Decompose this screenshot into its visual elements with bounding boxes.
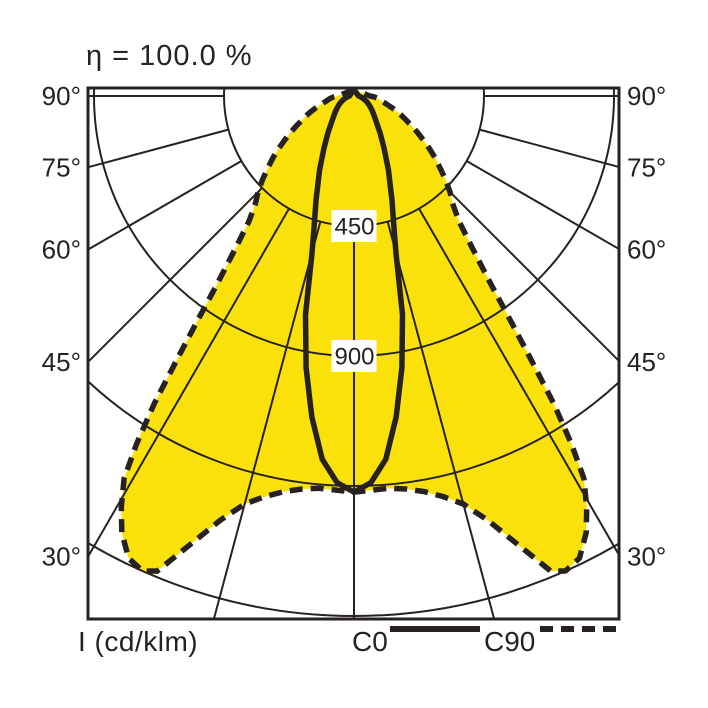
legend-c90-line-swatch: [540, 626, 619, 632]
curve-c90-dashed: [118, 88, 590, 574]
grid-ray-right-75: [479, 128, 619, 169]
ring-label-900: 900: [334, 344, 374, 371]
grid-ray-right-30: [418, 208, 619, 557]
angle-label-left-60: 60°: [42, 235, 81, 265]
grid-ray-left-60: [88, 160, 242, 251]
angle-label-right-60: 60°: [627, 235, 666, 265]
intensity-unit-label: I (cd/klm): [78, 626, 199, 657]
grid-ray-right-15: [386, 221, 496, 619]
legend-c0-line-swatch: [390, 626, 480, 632]
ring-label-450: 450: [334, 214, 374, 241]
angle-label-right-45: 45°: [627, 347, 666, 377]
grid-ray-left-15: [212, 221, 322, 619]
angle-label-left-90: 90°: [42, 81, 81, 111]
angle-label-left-45: 45°: [42, 347, 81, 377]
angle-label-right-30: 30°: [627, 542, 666, 572]
grid-ray-right-60: [466, 160, 619, 251]
angle-label-right-75: 75°: [627, 152, 666, 182]
grid-ray-left-75: [88, 128, 229, 169]
grid-ray-left-30: [88, 208, 290, 559]
grid-ray-left-45: [88, 187, 263, 364]
grid-ray-right-45: [445, 187, 619, 363]
legend-c90-label: C90: [484, 626, 536, 657]
angle-label-left-30: 30°: [42, 542, 81, 572]
legend: I (cd/klm) C0 C90: [0, 626, 708, 660]
angle-label-right-90: 90°: [627, 81, 666, 111]
ring-label-box-450: [331, 210, 377, 242]
efficiency-label: η = 100.0 %: [86, 40, 253, 72]
ring-label-box-900: [331, 340, 377, 372]
plot-border: [86, 86, 621, 621]
angle-label-left-75: 75°: [42, 152, 81, 182]
legend-c0-label: C0: [352, 626, 388, 657]
